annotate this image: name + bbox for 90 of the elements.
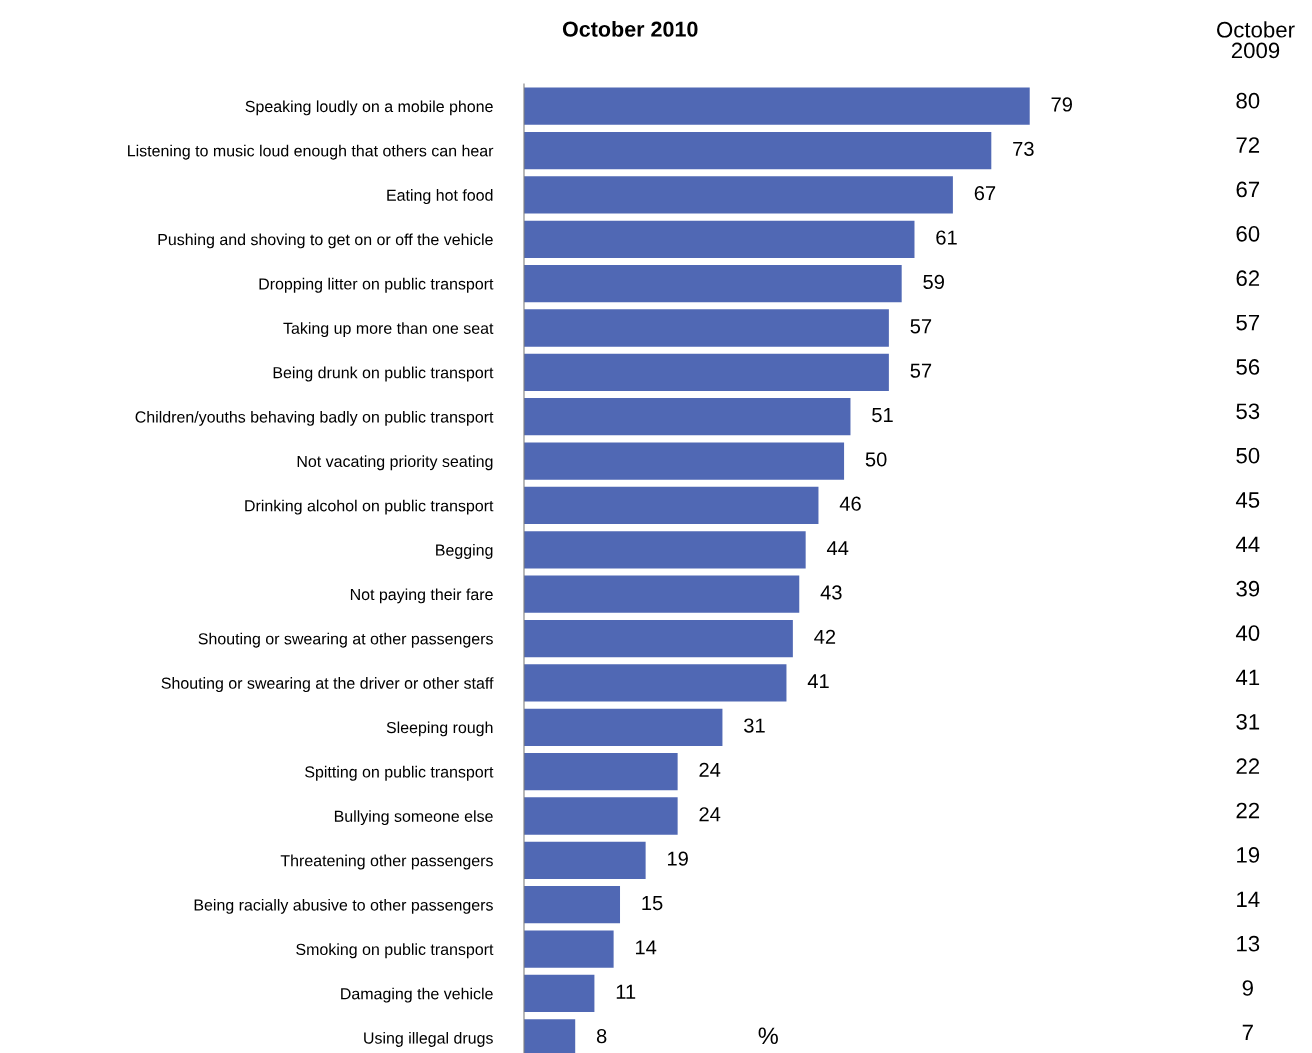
data-label: 67 xyxy=(974,186,996,201)
data-label: 67 xyxy=(1236,181,1260,198)
bar xyxy=(524,486,819,525)
data-label: 31 xyxy=(744,718,765,733)
data-label: 7 xyxy=(1242,1024,1253,1041)
data-label: 19 xyxy=(668,851,688,866)
bar xyxy=(524,176,953,214)
data-label: 41 xyxy=(807,674,829,689)
data-label: 44 xyxy=(826,541,849,556)
data-label: 57 xyxy=(910,363,932,378)
y-tick-label: Eating hot food xyxy=(387,189,493,205)
annotation: % xyxy=(758,1027,778,1045)
bar xyxy=(524,619,793,658)
data-label: 60 xyxy=(1236,225,1260,242)
y-tick-label: Pushing and shoving to get on or off the vehicle xyxy=(158,233,493,249)
bar xyxy=(524,575,800,613)
y-tick-label: Shouting or swearing at the driver or other staff xyxy=(161,677,494,693)
y-tick-label: Taking up more than one seat xyxy=(283,322,494,338)
y-tick-label: Being drunk on public transport xyxy=(273,366,494,382)
data-label: 73 xyxy=(1013,141,1034,156)
y-tick-label: Drinking alcohol on public transport xyxy=(245,499,494,515)
y-tick-label: Begging xyxy=(436,544,493,559)
y-tick-label: Dropping litter on public transport xyxy=(259,277,494,293)
data-label: 11 xyxy=(616,984,636,999)
y-tick-label: Speaking loudly on a mobile phone xyxy=(245,100,493,116)
y-tick-label: Not vacating priority seating xyxy=(297,455,493,471)
bar xyxy=(524,886,621,924)
data-label: 8 xyxy=(596,1028,607,1044)
data-label: 14 xyxy=(1237,891,1260,907)
data-label: 51 xyxy=(872,408,893,423)
data-label: 42 xyxy=(814,629,836,644)
bar xyxy=(524,442,845,480)
bar xyxy=(524,398,851,436)
data-label: 50 xyxy=(865,452,887,467)
data-label: 59 xyxy=(923,274,944,290)
data-label: 57 xyxy=(910,319,932,334)
data-label: 15 xyxy=(642,896,663,911)
data-label: 72 xyxy=(1236,137,1260,153)
bar xyxy=(524,797,678,835)
bar xyxy=(524,131,992,170)
y-tick-label: Children/youths behaving badly on public transport xyxy=(135,410,494,426)
data-label: 22 xyxy=(1236,802,1260,819)
data-label: 24 xyxy=(699,762,721,777)
bar xyxy=(524,664,787,702)
chart-title: October 2010 xyxy=(562,20,698,37)
y-tick-label: Listening to music loud enough that others can hear xyxy=(128,144,494,160)
bar xyxy=(524,708,723,746)
bar xyxy=(524,531,806,569)
bar xyxy=(524,87,1030,125)
data-label: 80 xyxy=(1236,92,1260,109)
bar xyxy=(524,930,614,968)
data-label: 56 xyxy=(1236,359,1260,375)
bar xyxy=(524,265,902,303)
y-tick-label: Bullying someone else xyxy=(334,810,493,826)
data-label: 50 xyxy=(1236,447,1260,464)
y-tick-label: Shouting or swearing at other passengers xyxy=(198,632,493,648)
y-tick-label: Threatening other passengers xyxy=(280,854,493,870)
data-label: 13 xyxy=(1237,935,1260,952)
bar xyxy=(524,974,595,1013)
data-label: 79 xyxy=(1051,97,1072,112)
bar xyxy=(524,753,678,791)
data-label: 40 xyxy=(1235,625,1260,641)
data-label: 14 xyxy=(635,940,657,955)
data-label: 61 xyxy=(936,230,957,245)
data-label: 62 xyxy=(1236,270,1260,287)
data-label: 57 xyxy=(1236,314,1260,331)
y-tick-label: Being racially abusive to other passengers xyxy=(194,898,493,914)
bar xyxy=(524,309,889,347)
data-label: 53 xyxy=(1236,403,1260,420)
data-label: 22 xyxy=(1236,758,1260,774)
data-label: 31 xyxy=(1236,713,1260,730)
data-label: 46 xyxy=(839,496,861,511)
data-label: 24 xyxy=(699,807,721,822)
y-tick-label: Sleeping rough xyxy=(386,721,493,737)
y-tick-label: Using illegal drugs xyxy=(364,1032,493,1047)
y-tick-label: Spitting on public transport xyxy=(305,765,494,781)
data-label: 44 xyxy=(1235,536,1260,553)
y-tick-label: Smoking on public transport xyxy=(296,943,494,959)
data-label: 41 xyxy=(1235,669,1260,686)
data-label: 39 xyxy=(1236,580,1260,597)
data-label: 43 xyxy=(820,585,842,600)
bar xyxy=(524,353,889,391)
data-label: 19 xyxy=(1237,847,1260,863)
bar xyxy=(524,220,915,258)
bar xyxy=(524,841,646,879)
text: October 2009 xyxy=(1217,21,1295,59)
y-tick-label: Not paying their fare xyxy=(350,588,493,604)
y-tick-label: Damaging the vehicle xyxy=(341,987,493,1003)
data-label: 9 xyxy=(1242,980,1253,996)
data-label: 45 xyxy=(1235,492,1260,508)
